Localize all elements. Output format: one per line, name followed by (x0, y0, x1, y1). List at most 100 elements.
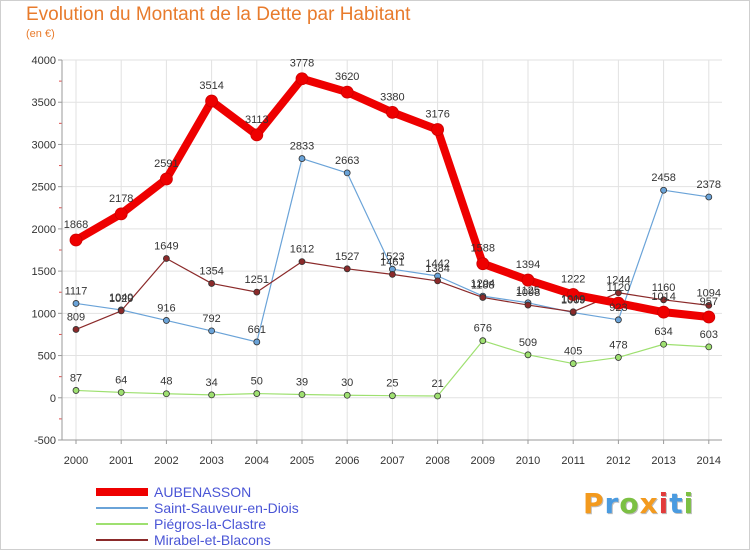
data-point (388, 271, 396, 278)
data-point (69, 233, 83, 247)
data-point (660, 186, 667, 194)
data-label: 1040 (109, 292, 133, 304)
x-tick-label: 2002 (154, 455, 178, 467)
data-point (162, 390, 170, 398)
legend-swatch (96, 488, 148, 496)
data-label: 634 (654, 326, 672, 338)
data-point (431, 123, 445, 136)
y-tick-label: 1500 (32, 266, 56, 278)
tick-labels: -500 0 500 1000 1500 2000 2500 3000 3500 4000 2000… (32, 55, 722, 467)
data-point (253, 390, 261, 397)
data-label: 1125 (516, 285, 540, 297)
data-label: 1204 (471, 278, 495, 290)
data-point (660, 340, 667, 348)
y-tick-label: 2000 (32, 224, 56, 236)
data-label: 50 (251, 376, 263, 388)
y-tick-label: 3500 (32, 97, 56, 109)
y-tick-label: 4000 (32, 55, 56, 67)
data-point (612, 296, 625, 310)
data-label: 809 (67, 311, 85, 323)
data-label: 2178 (109, 193, 133, 205)
x-tick-label: 2009 (471, 455, 495, 467)
data-label: 1588 (471, 243, 495, 255)
x-tick-label: 2000 (64, 455, 88, 467)
legend-item: AUBENASSON (96, 484, 299, 500)
data-point (208, 391, 216, 399)
data-label: 25 (386, 378, 398, 390)
grid-lines (62, 59, 722, 441)
data-label: 923 (609, 302, 627, 314)
data-point (615, 354, 622, 361)
data-label: 676 (474, 323, 492, 335)
data-point (208, 327, 216, 335)
data-label: 1098 (516, 287, 540, 299)
data-point (385, 105, 399, 119)
data-label: 1384 (425, 263, 449, 275)
x-tick-label: 2004 (245, 455, 269, 467)
data-point (479, 337, 487, 345)
logo-letter: x (639, 487, 659, 520)
legend: AUBENASSON Saint-Sauveur-en-Diois Piégros-… (96, 484, 299, 548)
legend-label: Piégros-la-Clastre (154, 516, 267, 532)
data-point (566, 288, 580, 301)
logo-letter: i (658, 487, 670, 520)
data-label: 661 (248, 324, 266, 336)
x-tick-label: 2010 (516, 455, 540, 467)
data-label: 1649 (154, 241, 178, 253)
x-tick-label: 2005 (290, 455, 314, 467)
data-labels: 1868 2178 2591 3514 3113 3778 3620 3380 3176 1588… (64, 58, 721, 390)
legend-label: Mirabel-et-Blacons (154, 532, 271, 548)
data-point (72, 326, 80, 333)
data-label: 1094 (697, 287, 721, 299)
data-label: 1009 (561, 295, 585, 307)
logo-letter: t (669, 487, 684, 520)
data-label: 3176 (425, 109, 449, 121)
data-label: 87 (70, 372, 82, 384)
data-label: 64 (115, 374, 127, 386)
data-point (434, 392, 442, 400)
y-tick-label: 0 (50, 393, 56, 405)
x-tick-label: 2013 (651, 455, 675, 467)
data-label: 1222 (561, 274, 585, 286)
data-point (117, 388, 125, 396)
data-point (657, 305, 670, 319)
data-label: 1461 (380, 256, 404, 268)
x-tick-label: 2008 (425, 455, 449, 467)
data-point (253, 338, 261, 346)
x-tick-label: 2007 (380, 455, 404, 467)
data-label: 1244 (606, 275, 630, 287)
data-label: 3778 (290, 58, 314, 70)
data-label: 1029 (109, 293, 133, 305)
data-label: 1523 (380, 251, 404, 263)
x-tick-label: 2011 (561, 455, 585, 467)
data-point (569, 308, 577, 316)
x-tick-label: 2001 (109, 455, 133, 467)
data-label: 603 (700, 329, 718, 341)
x-tick-label: 2014 (697, 455, 721, 467)
data-label: 916 (157, 302, 175, 314)
data-label: 957 (700, 296, 718, 308)
legend-label: AUBENASSON (154, 484, 252, 500)
data-label: 1354 (199, 265, 223, 277)
data-label: 1868 (64, 219, 88, 231)
data-point (159, 172, 173, 186)
data-point (524, 301, 532, 309)
data-point (524, 351, 532, 359)
legend-item: Mirabel-et-Blacons (96, 532, 299, 548)
x-tick-label: 2003 (199, 455, 223, 467)
data-point (702, 310, 716, 324)
y-tick-label: -500 (34, 435, 56, 447)
data-label: 2833 (290, 141, 314, 153)
data-label: 1014 (651, 291, 675, 303)
legend-label: Saint-Sauveur-en-Diois (154, 500, 299, 516)
chart-title: Evolution du Montant de la Dette par Hab… (26, 4, 411, 25)
x-tick-label: 2006 (335, 455, 359, 467)
data-point (569, 360, 577, 367)
data-point (343, 169, 351, 177)
data-label: 3514 (199, 80, 223, 92)
data-point (114, 207, 128, 221)
data-point (205, 94, 219, 108)
data-label: 405 (564, 346, 582, 358)
